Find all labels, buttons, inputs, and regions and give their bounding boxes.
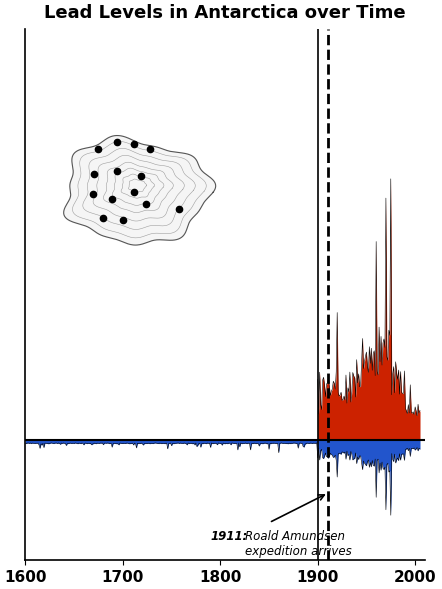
Text: Roald Amundsen
expedition arrives: Roald Amundsen expedition arrives: [244, 530, 351, 558]
Text: 1911:: 1911:: [210, 530, 248, 543]
Title: Lead Levels in Antarctica over Time: Lead Levels in Antarctica over Time: [44, 4, 406, 22]
